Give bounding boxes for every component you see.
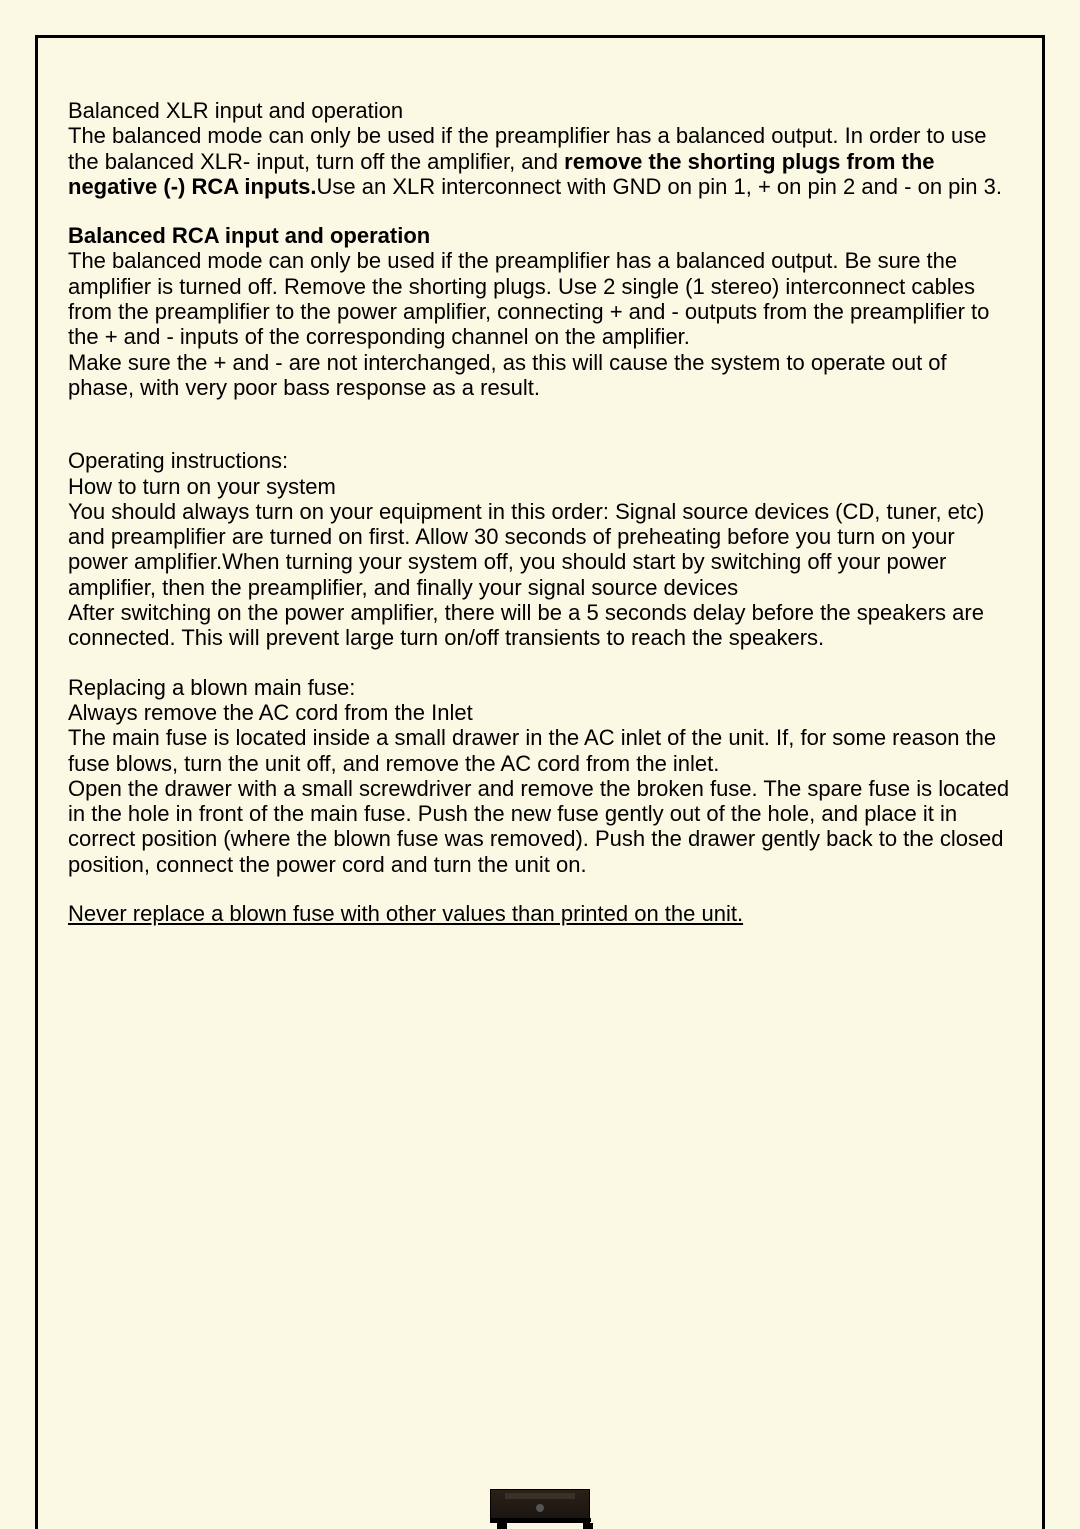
section-rca-body: The balanced mode can only be used if th…	[68, 248, 1012, 349]
section-xlr-title: Balanced XLR input and operation	[68, 98, 1012, 123]
section-xlr-body: The balanced mode can only be used if th…	[68, 123, 1012, 199]
section-rca-title: Balanced RCA input and operation	[68, 223, 1012, 248]
section-operating-title: Operating instructions:	[68, 448, 1012, 473]
amplifier-foot-right	[583, 1523, 593, 1529]
section-fuse-title: Replacing a blown main fuse:	[68, 675, 1012, 700]
section-operating-body: You should always turn on your equipment…	[68, 499, 1012, 600]
spacer	[68, 424, 1012, 448]
warning-text: Never replace a blown fuse with other va…	[68, 901, 1012, 926]
amplifier-base	[491, 1518, 591, 1522]
page-frame: Balanced XLR input and operation The bal…	[35, 35, 1045, 1529]
section-fuse: Replacing a blown main fuse: Always remo…	[68, 675, 1012, 877]
section-operating: Operating instructions: How to turn on y…	[68, 448, 1012, 650]
amplifier-image	[485, 1484, 595, 1529]
section-operating-body2: After switching on the power amplifier, …	[68, 600, 1012, 651]
amplifier-label	[505, 1493, 575, 1499]
amplifier-foot-left	[497, 1523, 507, 1529]
section-rca: Balanced RCA input and operation The bal…	[68, 223, 1012, 400]
section-fuse-body: The main fuse is located inside a small …	[68, 725, 1012, 776]
section-operating-subtitle: How to turn on your system	[68, 474, 1012, 499]
amplifier-knob	[536, 1504, 544, 1512]
section-rca-body2: Make sure the + and - are not interchang…	[68, 350, 1012, 401]
section-fuse-body2: Open the drawer with a small screwdriver…	[68, 776, 1012, 877]
section-fuse-subtitle: Always remove the AC cord from the Inlet	[68, 700, 1012, 725]
amplifier-body	[490, 1489, 590, 1523]
section-xlr-body-part2: Use an XLR interconnect with GND on pin …	[317, 174, 1002, 199]
document-content: Balanced XLR input and operation The bal…	[68, 98, 1012, 926]
section-xlr: Balanced XLR input and operation The bal…	[68, 98, 1012, 199]
